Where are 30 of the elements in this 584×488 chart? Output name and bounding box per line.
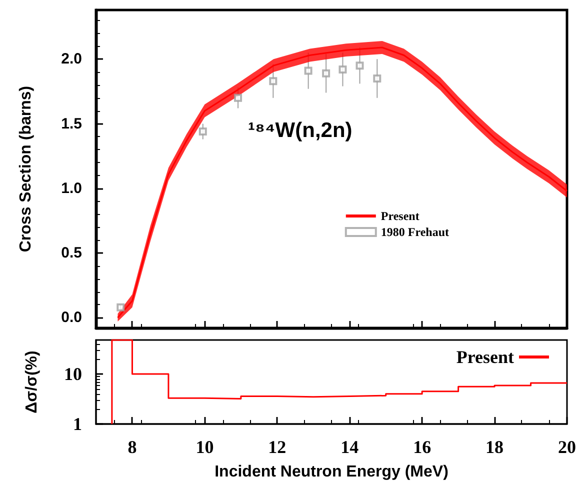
point <box>338 65 347 74</box>
y-tick-label: 1.5 <box>61 115 82 132</box>
point <box>304 66 312 75</box>
x-tick-label: 14 <box>340 437 359 457</box>
y-tick-label: 2.0 <box>61 50 82 68</box>
x-tick-label: 16 <box>413 437 432 457</box>
x-axis-title: Incident Neutron Energy (MeV) <box>214 464 448 480</box>
x-tick-label: 10 <box>196 437 214 457</box>
x-tick-label: 8 <box>128 437 137 457</box>
point <box>373 74 382 83</box>
point <box>356 62 364 70</box>
point <box>234 94 242 102</box>
point <box>198 128 207 136</box>
x-tick-label: 20 <box>558 437 576 457</box>
point <box>269 77 278 86</box>
y-tick-label: 1 <box>73 414 82 434</box>
annotation: ¹⁸⁴W(n,2n) <box>248 119 352 142</box>
point <box>116 303 125 312</box>
y-tick-label: 0.5 <box>61 244 82 262</box>
legend-label: 1980 Frehaut <box>380 225 450 239</box>
x-tick-label: 12 <box>268 437 286 457</box>
legend-label: Present <box>456 347 514 367</box>
x-tick-label: 18 <box>486 437 504 457</box>
legend-label: Present <box>380 209 420 223</box>
point <box>322 69 330 78</box>
y-axis-title: Cross Section (barns) <box>18 86 34 252</box>
y-axis-title: Δσ/σ(%) <box>24 350 40 414</box>
y-tick-label: 10 <box>64 364 82 384</box>
y-tick-label: 1.0 <box>61 180 82 197</box>
y-tick-label: 0.0 <box>61 309 82 326</box>
